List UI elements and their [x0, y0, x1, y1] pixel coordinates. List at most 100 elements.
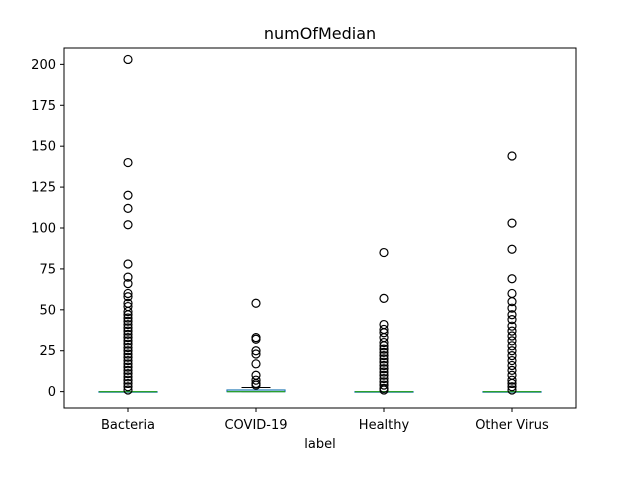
- flier-point: [123, 333, 133, 343]
- flier-point: [379, 344, 389, 354]
- flier-point: [379, 385, 389, 395]
- flier-point: [379, 367, 389, 377]
- flier-point: [123, 203, 133, 213]
- y-tick-label: 100: [31, 222, 56, 237]
- plot-frame: [63, 47, 577, 409]
- flier-point: [379, 380, 389, 390]
- y-tick-label: 75: [39, 262, 56, 277]
- flier-point: [379, 360, 389, 371]
- flier-point: [123, 288, 133, 299]
- flier-point: [379, 357, 389, 367]
- flier-point: [123, 378, 133, 389]
- flier-point: [123, 382, 133, 392]
- flier-point: [251, 375, 261, 385]
- flier-point: [251, 346, 261, 356]
- flier-point: [507, 365, 517, 375]
- flier-point: [507, 360, 517, 371]
- flier-point: [379, 247, 389, 258]
- flier-point: [507, 297, 517, 307]
- flier-point: [507, 355, 517, 366]
- flier-point: [123, 339, 133, 349]
- flier-point: [123, 190, 133, 200]
- flier-point: [251, 298, 261, 308]
- y-tick-label: 25: [39, 344, 56, 359]
- flier-point: [507, 382, 517, 392]
- flier-point: [379, 293, 389, 303]
- flier-point: [379, 370, 389, 380]
- flier-point: [123, 359, 133, 369]
- flier-point: [123, 375, 133, 385]
- flier-point: [123, 355, 133, 366]
- flier-point: [123, 329, 133, 339]
- flier-point: [507, 151, 517, 161]
- flier-point: [379, 347, 389, 357]
- flier-point: [379, 373, 389, 384]
- flier-point: [507, 244, 517, 254]
- flier-point: [123, 346, 133, 356]
- flier-point: [123, 157, 133, 168]
- flier-point: [123, 336, 133, 346]
- flier-point: [507, 346, 517, 356]
- flier-point: [379, 351, 389, 361]
- flier-point: [507, 310, 517, 320]
- y-tick-label: 50: [39, 303, 56, 318]
- flier-point: [379, 354, 389, 364]
- chart-title: numOfMedian: [264, 24, 376, 43]
- flier-point: [251, 349, 261, 359]
- plot-area: 0 25 50 75 100 125 150 175 200 Bacteria COVID-19 He…: [31, 54, 549, 433]
- flier-point: [123, 310, 133, 320]
- flier-point: [507, 326, 517, 336]
- flier-point: [507, 351, 517, 361]
- flier-point: [123, 352, 133, 362]
- y-tick-label: 0: [48, 385, 56, 400]
- flier-point: [123, 220, 133, 230]
- flier-point: [507, 315, 517, 325]
- flier-point: [507, 336, 517, 346]
- flier-point: [123, 54, 133, 65]
- flier-point: [123, 362, 133, 372]
- flier-point: [123, 279, 133, 289]
- flier-point: [123, 365, 133, 375]
- y-tick-label: 175: [31, 99, 56, 114]
- y-tick-label: 200: [31, 58, 56, 73]
- x-tick-label: Healthy: [359, 418, 410, 433]
- flier-point: [123, 313, 133, 323]
- flier-point: [507, 218, 517, 228]
- y-tick-label: 150: [31, 140, 56, 155]
- flier-point: [507, 321, 517, 331]
- flier-point: [123, 292, 133, 302]
- flier-point: [379, 337, 389, 348]
- flier-point: [123, 385, 133, 395]
- flier-point: [379, 364, 389, 374]
- flier-point: [123, 326, 133, 336]
- y-tick-label: 125: [31, 181, 56, 196]
- flier-point: [507, 331, 517, 341]
- flier-point: [123, 306, 133, 317]
- flier-point: [123, 323, 133, 333]
- x-tick-label: Bacteria: [101, 418, 155, 433]
- flier-point: [507, 288, 517, 299]
- flier-point: [123, 259, 133, 269]
- flier-point: [507, 385, 517, 395]
- flier-point: [507, 303, 517, 313]
- x-tick-label: Other Virus: [475, 418, 549, 433]
- flier-point: [251, 359, 261, 369]
- flier-point: [251, 334, 261, 344]
- flier-point: [507, 378, 517, 389]
- flier-point: [123, 349, 133, 359]
- flier-point: [123, 369, 133, 379]
- x-axis-label: label: [304, 437, 335, 452]
- flier-point: [123, 316, 133, 326]
- flier-point: [123, 319, 133, 330]
- flier-point: [251, 380, 261, 390]
- flier-point: [379, 328, 389, 338]
- flier-point: [123, 272, 133, 282]
- flier-point: [507, 274, 517, 284]
- x-tick-label: COVID-19: [224, 418, 287, 433]
- flier-point: [379, 341, 389, 351]
- flier-point: [123, 372, 133, 382]
- flier-point: [123, 342, 133, 353]
- flier-point: [507, 375, 517, 385]
- flier-point: [507, 341, 517, 351]
